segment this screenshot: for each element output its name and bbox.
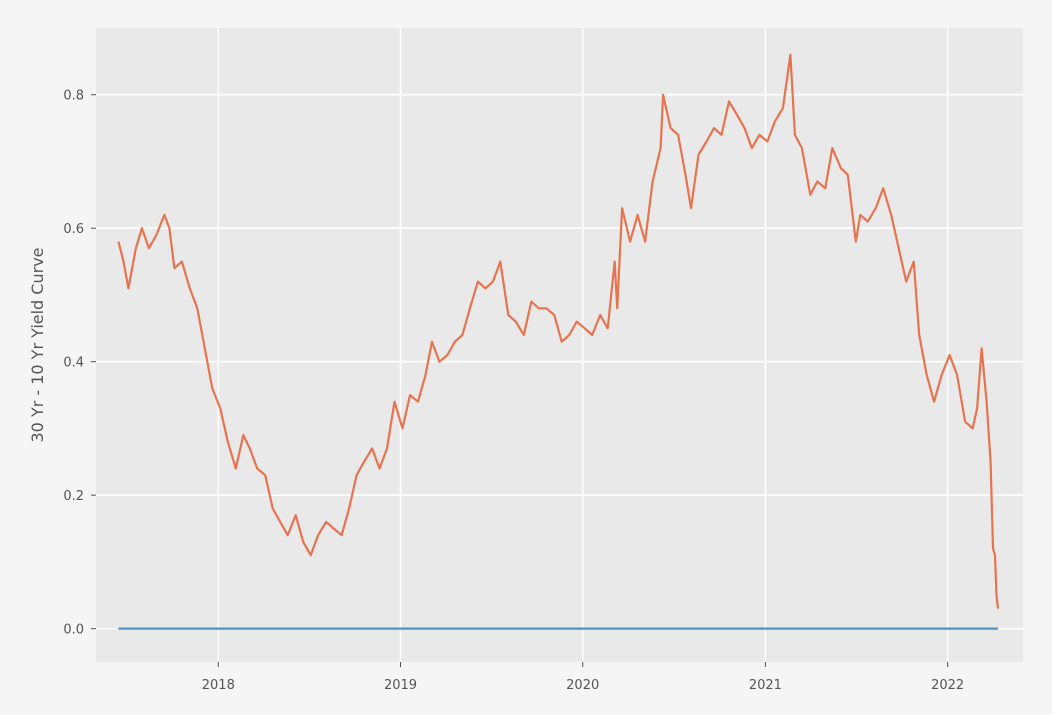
x-axis-ticks: 2018 2019 2020 2021 2022 (202, 662, 964, 693)
plot-area (96, 28, 1023, 662)
y-tick-label: 0.6 (63, 222, 84, 237)
series-layer (117, 53, 1000, 630)
yield-spread-series (117, 53, 1000, 609)
x-tick-label: 2018 (202, 678, 235, 693)
x-tick-label: 2022 (931, 678, 964, 693)
y-tick-label: 0.8 (63, 89, 84, 104)
y-axis-label: 30 Yr - 10 Yr Yield Curve (28, 247, 47, 442)
y-tick-label: 0.4 (63, 356, 84, 371)
y-axis-ticks: 0.0 0.2 0.4 0.6 0.8 (63, 89, 96, 638)
x-tick-label: 2019 (384, 678, 417, 693)
x-tick-label: 2021 (749, 678, 782, 693)
y-tick-label: 0.0 (63, 623, 84, 638)
x-tick-label: 2020 (566, 678, 599, 693)
y-tick-label: 0.2 (63, 489, 84, 504)
